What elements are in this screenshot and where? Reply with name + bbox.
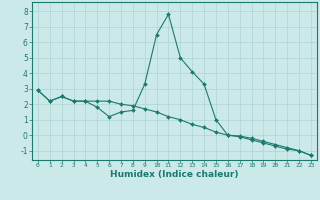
X-axis label: Humidex (Indice chaleur): Humidex (Indice chaleur)	[110, 170, 239, 179]
